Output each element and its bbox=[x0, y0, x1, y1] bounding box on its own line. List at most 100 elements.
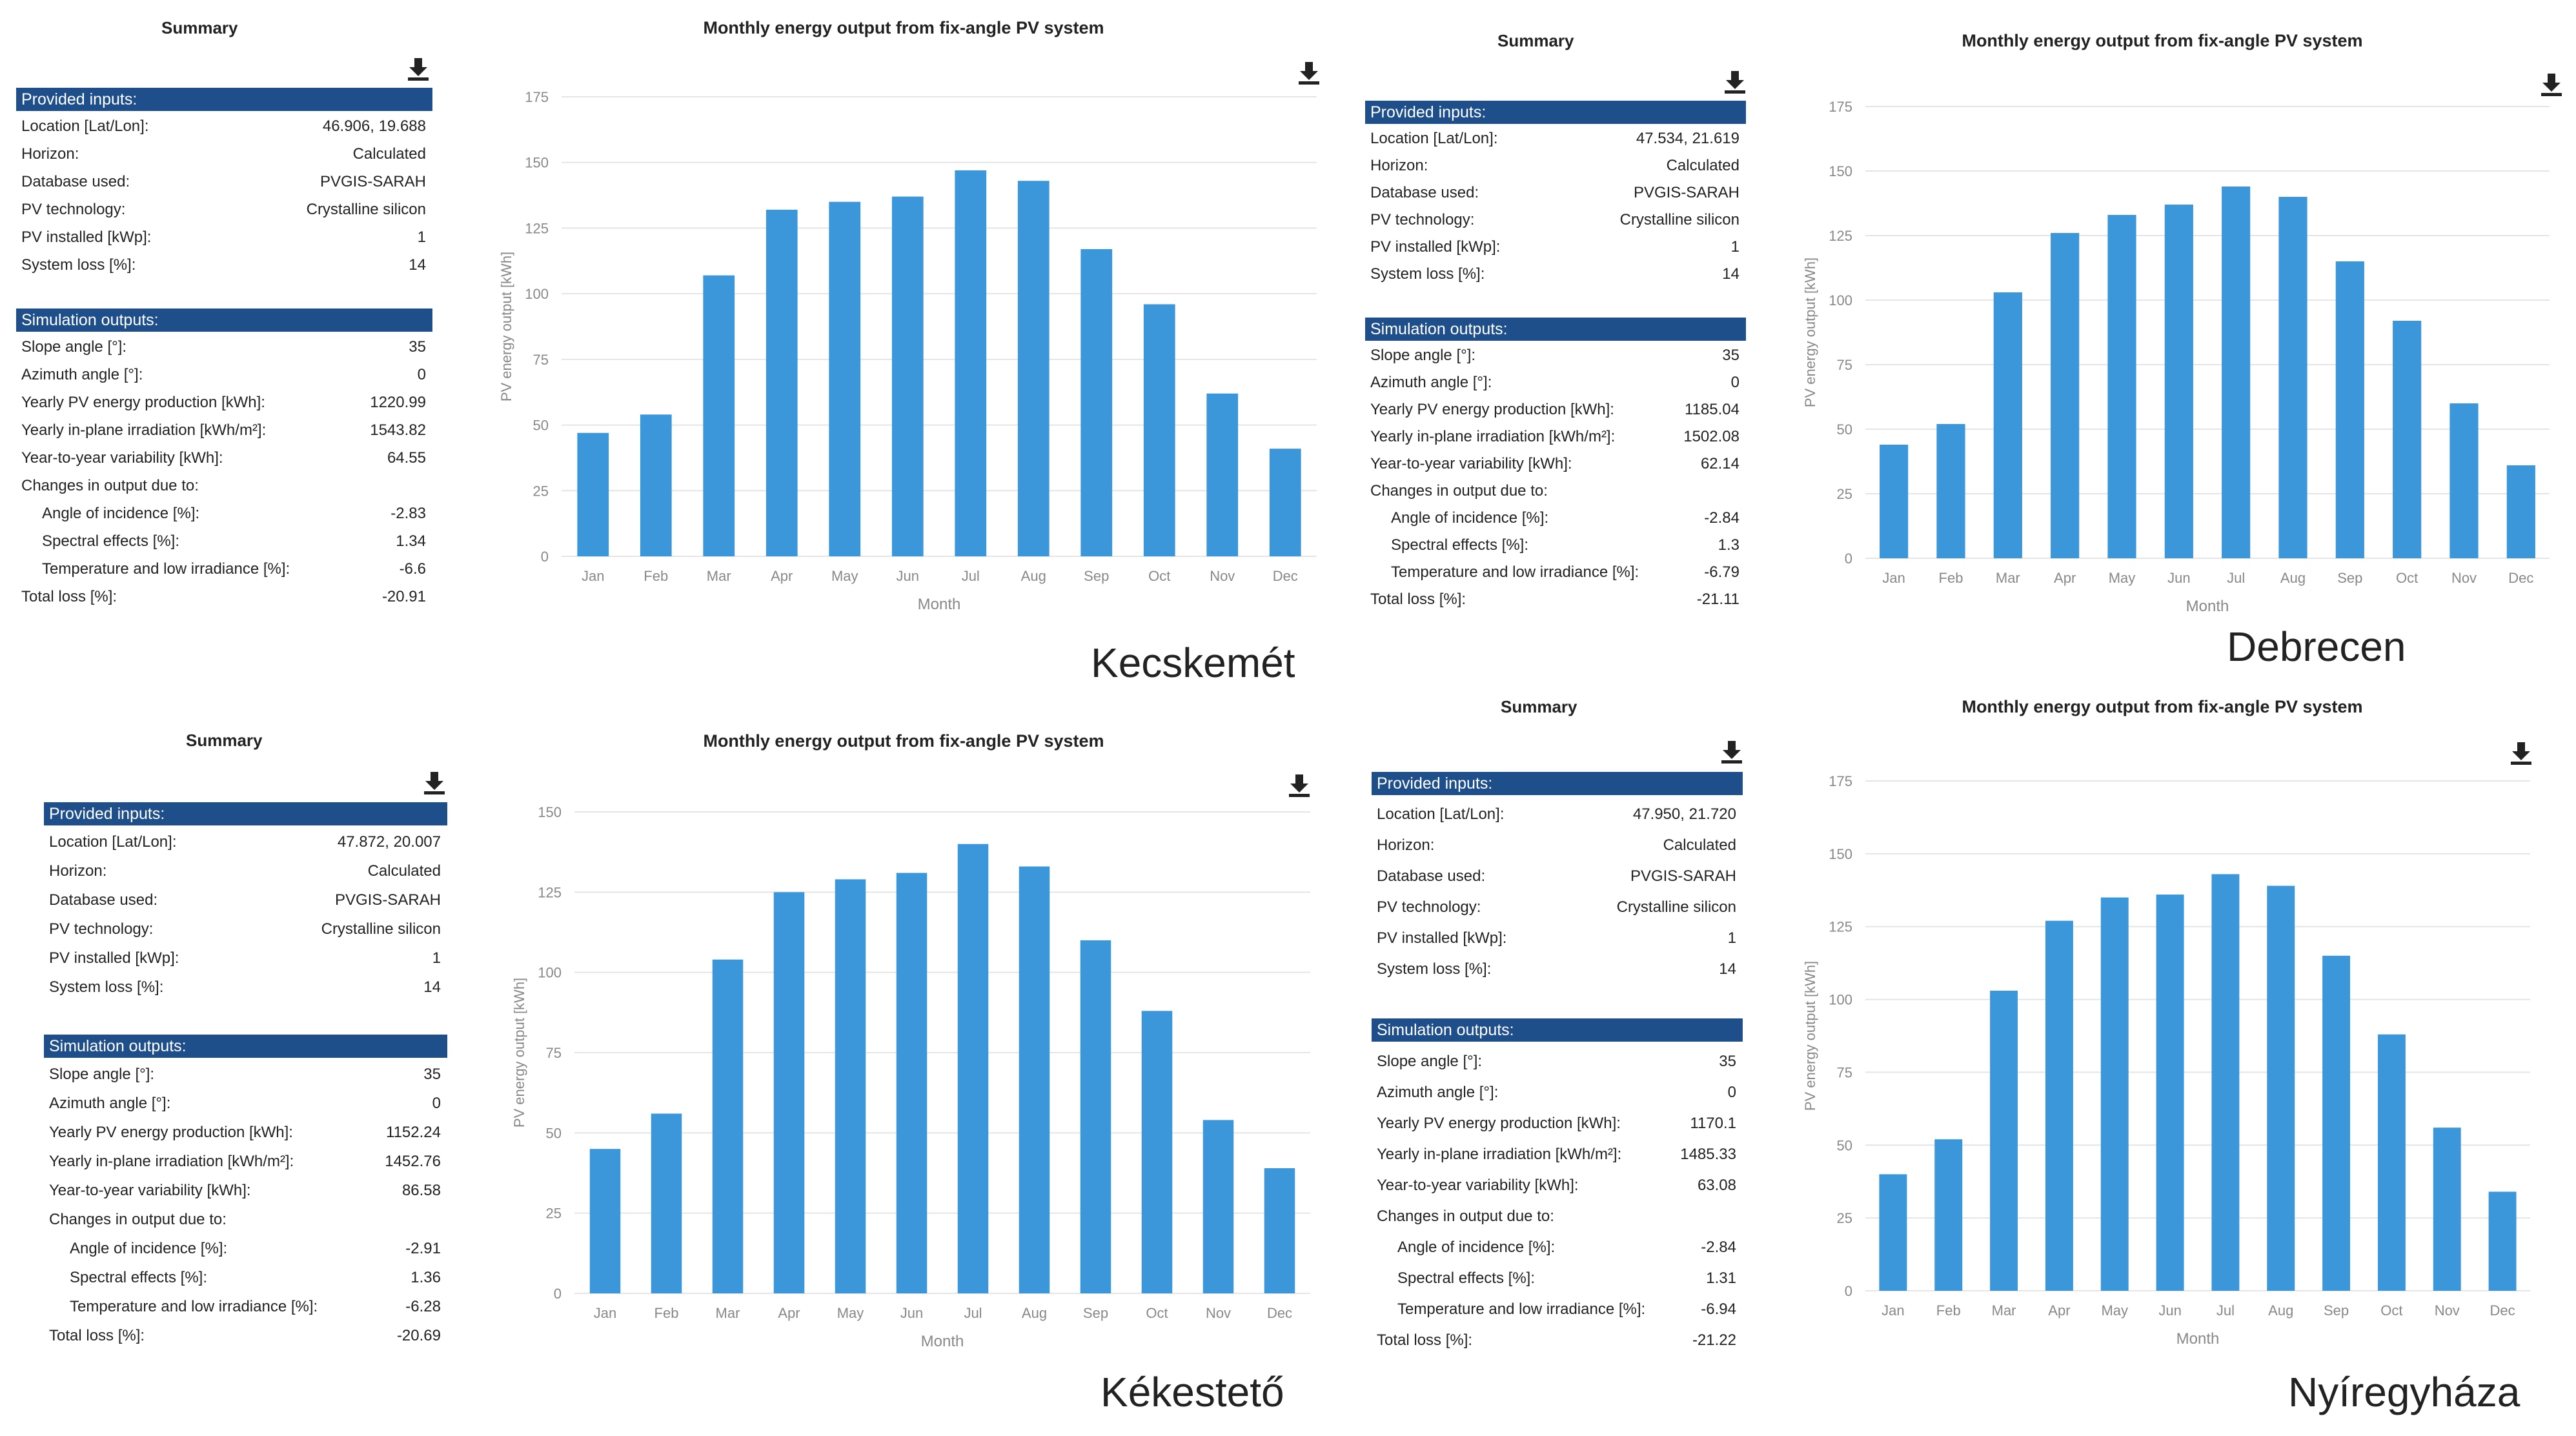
bar-jan bbox=[1879, 1174, 1907, 1291]
row-yearly-energy: Yearly PV energy production [kWh]: 1220.9… bbox=[21, 394, 426, 411]
x-tick-label: Aug bbox=[2268, 1302, 2293, 1319]
x-tick-label: May bbox=[831, 568, 858, 584]
row-database: Database used: PVGIS-SARAH bbox=[21, 173, 426, 190]
x-axis-label: Month bbox=[2186, 598, 2229, 615]
bar-may bbox=[2100, 897, 2129, 1291]
x-tick-label: Sep bbox=[1084, 568, 1109, 584]
bar-chart-debrecen: 0 25 50 75 100 125 150 175 Jan Feb Mar Apr May Jun Jul… bbox=[1802, 99, 2550, 615]
bar-dec bbox=[1264, 1168, 1295, 1293]
row-location: Location [Lat/Lon]: 47.872, 20.007 bbox=[49, 833, 441, 851]
y-tick-label: 100 bbox=[538, 965, 562, 981]
x-tick-label: Jul bbox=[962, 568, 980, 584]
x-tick-label: Sep bbox=[2337, 570, 2362, 586]
row-horizon: Horizon: Calculated bbox=[1370, 157, 1739, 174]
row-total-loss: Total loss [%]: -20.69 bbox=[49, 1327, 441, 1344]
download-icon[interactable] bbox=[423, 771, 446, 795]
summary-title: Summary bbox=[1501, 697, 1577, 716]
bar-jan bbox=[589, 1149, 621, 1293]
bar-feb bbox=[651, 1113, 682, 1293]
bar-dec bbox=[1269, 449, 1301, 556]
x-tick-label: Oct bbox=[2380, 1302, 2402, 1319]
x-tick-label: Dec bbox=[1273, 568, 1298, 584]
row-pv-installed: PV installed [kWp]: 1 bbox=[1370, 238, 1739, 256]
simulation-outputs-header: Simulation outputs: bbox=[1365, 318, 1746, 341]
chart-title: Monthly energy output from fix-angle PV … bbox=[703, 18, 1104, 37]
y-tick-label: 125 bbox=[1829, 228, 1852, 244]
row-changes: Changes in output due to: bbox=[21, 477, 199, 494]
row-yearly-irradiation: Yearly in-plane irradiation [kWh/m²]: 150… bbox=[1370, 428, 1739, 445]
row-slope: Slope angle [°]: 35 bbox=[21, 338, 426, 356]
y-tick-label: 150 bbox=[1829, 846, 1852, 862]
row-slope: Slope angle [°]: 35 bbox=[1377, 1053, 1736, 1070]
download-icon[interactable] bbox=[1723, 70, 1747, 94]
bar-jan bbox=[577, 432, 609, 556]
download-icon[interactable] bbox=[407, 57, 430, 81]
row-spectral: Spectral effects [%]: 1.3 bbox=[1391, 536, 1739, 554]
row-horizon: Horizon: Calculated bbox=[21, 145, 426, 163]
x-tick-label: Jun bbox=[2167, 570, 2190, 586]
bar-jul bbox=[2222, 187, 2251, 558]
row-system-loss: System loss [%]: 14 bbox=[49, 978, 441, 996]
bar-oct bbox=[2393, 321, 2422, 558]
x-tick-label: Apr bbox=[778, 1305, 800, 1321]
bar-nov bbox=[2433, 1128, 2461, 1291]
y-tick-label: 100 bbox=[525, 286, 549, 302]
bar-mar bbox=[703, 275, 735, 556]
row-pv-technology: PV technology: Crystalline silicon bbox=[49, 920, 441, 938]
bar-may bbox=[835, 879, 866, 1293]
y-tick-label: 75 bbox=[1837, 357, 1852, 373]
bar-mar bbox=[1993, 292, 2022, 558]
x-tick-label: Feb bbox=[1936, 1302, 1961, 1319]
x-tick-label: Jul bbox=[964, 1305, 982, 1321]
bar-may bbox=[2107, 215, 2136, 558]
x-tick-label: Feb bbox=[644, 568, 668, 584]
row-location: Location [Lat/Lon]: 46.906, 19.688 bbox=[16, 115, 432, 138]
bar-apr bbox=[2051, 233, 2080, 558]
x-tick-label: Aug bbox=[1022, 1305, 1047, 1321]
bar-jun bbox=[891, 196, 924, 556]
download-icon[interactable] bbox=[2540, 72, 2563, 97]
bar-sep bbox=[2335, 261, 2364, 558]
x-tick-label: Sep bbox=[1083, 1305, 1108, 1321]
bar-oct bbox=[1141, 1011, 1173, 1293]
x-tick-label: Sep bbox=[2324, 1302, 2349, 1319]
y-tick-label: 150 bbox=[1829, 163, 1852, 179]
bar-chart-kekesteto: 0 25 50 75 100 125 150 Jan Feb Mar Apr May Jun Jul Aug… bbox=[511, 804, 1310, 1350]
x-tick-label: Mar bbox=[716, 1305, 740, 1321]
x-tick-label: Jul bbox=[2227, 570, 2245, 586]
row-yearly-energy: Yearly PV energy production [kWh]: 1170.1 bbox=[1377, 1115, 1736, 1132]
row-location: Location [Lat/Lon]: 47.950, 21.720 bbox=[1377, 805, 1736, 823]
x-tick-label: Oct bbox=[1146, 1305, 1168, 1321]
x-tick-label: Apr bbox=[771, 568, 793, 584]
bar-aug bbox=[1019, 866, 1050, 1293]
row-total-loss: Total loss [%]: -21.11 bbox=[1370, 591, 1739, 608]
download-icon[interactable] bbox=[1288, 773, 1311, 798]
x-tick-label: Jan bbox=[594, 1305, 616, 1321]
row-system-loss: System loss [%]: 14 bbox=[1377, 960, 1736, 978]
summary-title: Summary bbox=[186, 731, 263, 750]
y-tick-label: 175 bbox=[1829, 99, 1852, 115]
bar-feb bbox=[1936, 424, 1965, 558]
y-tick-label: 50 bbox=[546, 1125, 562, 1141]
x-tick-label: May bbox=[2101, 1302, 2128, 1319]
row-system-loss: System loss [%]: 14 bbox=[21, 256, 426, 274]
bar-dec bbox=[2506, 465, 2535, 558]
row-changes: Changes in output due to: bbox=[49, 1211, 227, 1228]
row-yearly-irradiation: Yearly in-plane irradiation [kWh/m²]: 145… bbox=[49, 1153, 441, 1170]
row-angle-of-incidence: Angle of incidence [%]: -2.84 bbox=[1397, 1239, 1736, 1256]
download-icon[interactable] bbox=[2510, 741, 2533, 765]
download-icon[interactable] bbox=[1720, 740, 1743, 764]
city-label: Debrecen bbox=[2227, 623, 2406, 670]
city-label: Kecskemét bbox=[1091, 640, 1295, 686]
row-temperature: Temperature and low irradiance [%]: -6.79 bbox=[1391, 563, 1739, 581]
y-axis-label: PV energy output [kWh] bbox=[1802, 961, 1818, 1111]
city-label: Nyíregyháza bbox=[2288, 1369, 2520, 1415]
y-tick-label: 150 bbox=[525, 155, 549, 171]
bar-jul bbox=[2211, 874, 2240, 1291]
bar-jun bbox=[2156, 895, 2184, 1291]
x-tick-label: Apr bbox=[2048, 1302, 2070, 1319]
bar-nov bbox=[1202, 1120, 1234, 1293]
y-tick-label: 125 bbox=[1829, 919, 1852, 935]
row-total-loss: Total loss [%]: -20.91 bbox=[21, 588, 426, 605]
download-icon[interactable] bbox=[1297, 61, 1321, 85]
